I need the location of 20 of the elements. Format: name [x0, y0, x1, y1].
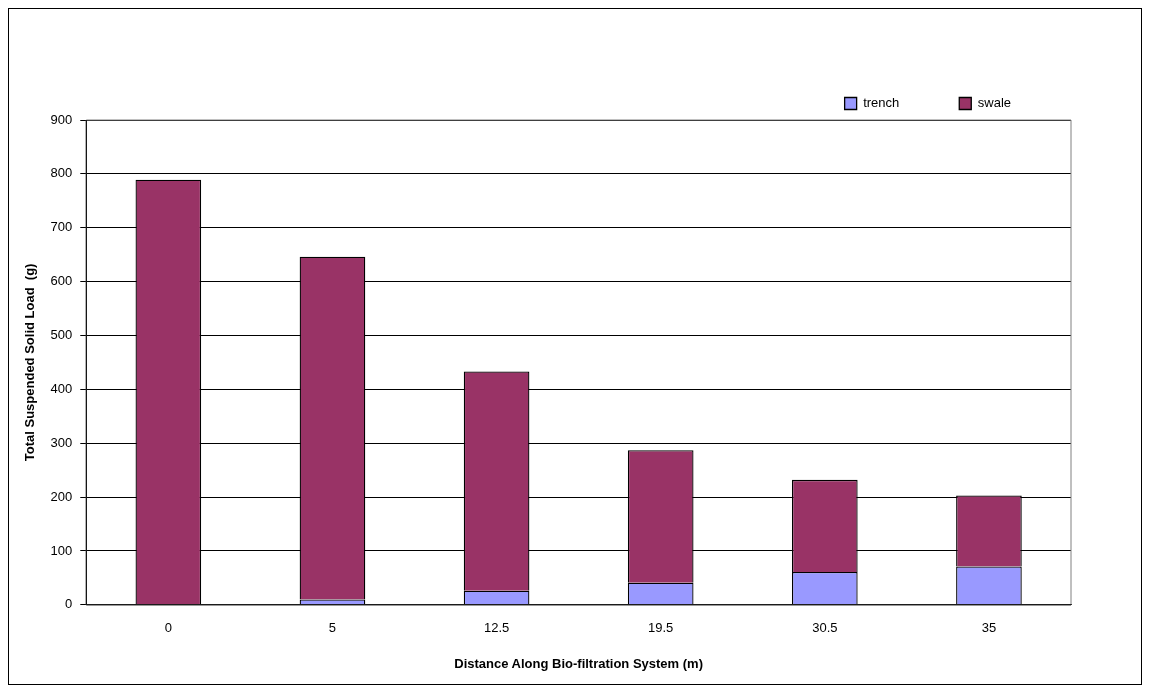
y-tick-label: 800 [50, 165, 73, 181]
x-tick-label: 5 [328, 620, 337, 636]
y-tick-label: 500 [50, 327, 73, 343]
x-tick-label: 19.5 [648, 620, 674, 636]
x-tick-label: 12.5 [483, 620, 510, 636]
legend-label: trench [863, 95, 900, 111]
x-tick-label: 35 [981, 620, 997, 636]
y-tick-label: 100 [50, 542, 73, 558]
y-tick-label: 0 [65, 596, 73, 612]
y-tick-label: 700 [50, 219, 73, 235]
y-tick-label: 900 [50, 111, 73, 127]
x-tick-label: 0 [164, 620, 172, 636]
x-tick-label: 30.5 [812, 620, 838, 636]
y-tick-label: 600 [50, 273, 73, 289]
x-axis-title: Distance Along Bio-filtration System (m) [454, 655, 703, 671]
y-axis-title: Total Suspended Solid Load (g) [22, 263, 38, 462]
y-tick-label: 200 [50, 488, 73, 504]
y-tick-label: 400 [50, 380, 73, 396]
legend-label: swale [977, 95, 1012, 111]
y-tick-label: 300 [50, 434, 73, 450]
